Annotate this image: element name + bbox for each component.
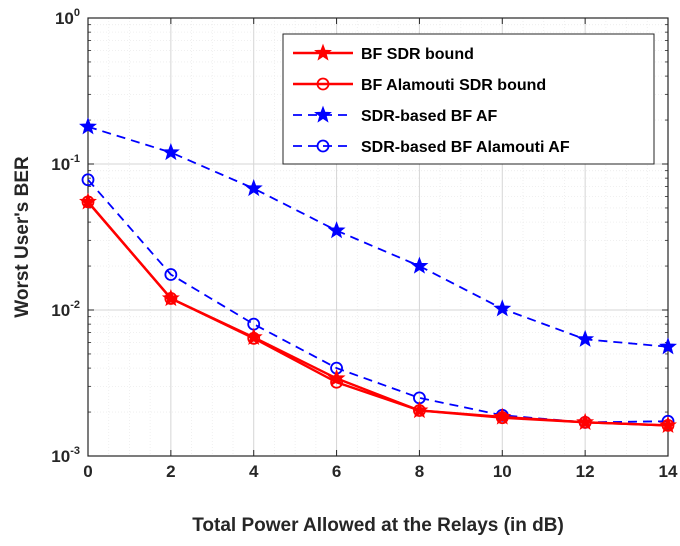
legend-star-marker — [314, 43, 332, 61]
x-tick-label: 4 — [249, 462, 259, 481]
star-marker — [659, 337, 677, 355]
series-line — [87, 201, 669, 427]
star-marker — [327, 221, 346, 239]
legend: BF SDR bound BF Alamouti SDR bound SDR-bas… — [282, 33, 655, 165]
circle-marker — [330, 375, 343, 389]
y-tick-exponent: -3 — [70, 445, 80, 457]
circle-marker — [247, 331, 261, 345]
circle-marker — [413, 404, 426, 417]
series-1 — [81, 195, 675, 432]
star-marker — [493, 299, 512, 317]
y-axis-title: Worst User's BER — [12, 156, 33, 318]
axes: 0 2 4 6 8 10 12 14 10-3 10-2 10-1 100 — [51, 7, 678, 481]
axes-box — [87, 17, 669, 457]
series-2 — [79, 117, 677, 355]
y-tick-exponent: 0 — [74, 7, 80, 19]
y-tick-exponent: -1 — [70, 153, 80, 165]
legend-star-marker — [314, 105, 332, 123]
circle-marker — [661, 419, 675, 432]
star-marker — [410, 256, 429, 274]
circle-marker — [81, 195, 95, 209]
y-tick-label: 10-2 — [51, 299, 80, 320]
y-tick-label: 100 — [55, 7, 80, 28]
star-marker — [161, 143, 180, 161]
series-line — [87, 125, 669, 348]
legend-entry-3: SDR-based BF Alamouti AF — [293, 139, 570, 156]
legend-circle-marker — [316, 77, 330, 91]
star-marker — [576, 329, 595, 347]
y-tick-label: 10-3 — [51, 445, 80, 466]
legend-label: SDR-based BF Alamouti AF — [361, 139, 570, 156]
circle-marker — [81, 173, 95, 187]
legend-entry-1: BF Alamouti SDR bound — [293, 77, 546, 94]
x-axis-title: Total Power Allowed at the Relays (in dB… — [192, 515, 564, 536]
x-tick-label: 2 — [166, 462, 175, 481]
y-tick-exponent: -2 — [70, 299, 80, 311]
star-marker — [493, 407, 512, 425]
legend-box — [282, 33, 655, 165]
circle-marker — [164, 268, 178, 281]
y-tick-label: 10-1 — [51, 153, 80, 174]
x-tick-label: 6 — [332, 462, 341, 481]
legend-label: BF Alamouti SDR bound — [361, 77, 546, 94]
x-tick-label: 12 — [576, 462, 595, 481]
circle-marker — [495, 411, 509, 425]
x-tick-label: 8 — [415, 462, 424, 481]
star-marker — [244, 179, 263, 197]
circle-marker — [164, 292, 178, 305]
legend-label: BF SDR bound — [361, 46, 474, 63]
series-layer — [79, 117, 677, 434]
legend-entry-0: BF SDR bound — [293, 43, 474, 63]
x-tick-label: 0 — [83, 462, 92, 481]
circle-marker — [578, 415, 592, 429]
x-tick-label: 14 — [659, 462, 678, 481]
legend-label: SDR-based BF AF — [361, 108, 498, 125]
legend-circle-marker — [316, 139, 330, 153]
star-marker — [79, 117, 97, 135]
x-tick-label: 10 — [493, 462, 512, 481]
legend-entry-2: SDR-based BF AF — [293, 105, 498, 125]
